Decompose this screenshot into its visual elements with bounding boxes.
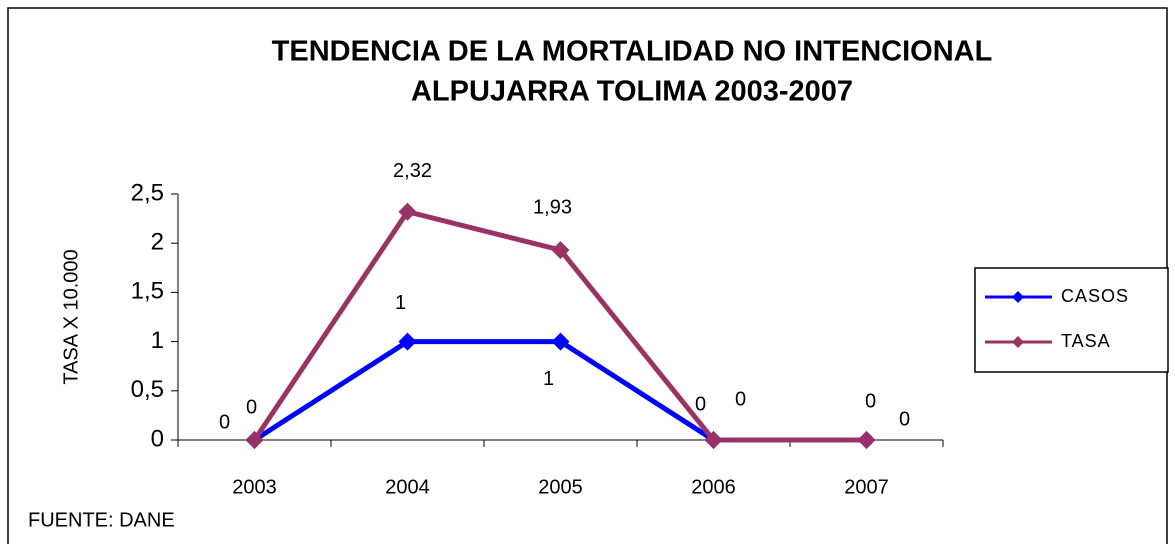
chart-frame	[7, 7, 1168, 544]
chart-title: TENDENCIA DE LA MORTALIDAD NO INTENCIONA…	[272, 36, 993, 68]
y-tick-label: 0	[151, 425, 164, 452]
x-tick-label: 2007	[844, 476, 889, 498]
data-label: 0	[219, 411, 230, 433]
data-label: 0	[865, 390, 876, 412]
marker	[551, 332, 570, 351]
y-axis-label: TASA X 10.000	[60, 249, 82, 384]
data-label: 1,93	[533, 196, 572, 218]
legend-marker	[1012, 336, 1024, 348]
x-tick-label: 2004	[385, 476, 430, 498]
marker	[398, 332, 417, 351]
legend-label: CASOS	[1061, 286, 1129, 306]
data-label: 0	[735, 388, 746, 410]
marker	[551, 241, 570, 260]
marker	[398, 202, 417, 221]
data-label: 0	[899, 408, 910, 430]
y-tick-label: 2,5	[131, 179, 164, 206]
y-tick-label: 1	[151, 327, 164, 354]
x-tick-label: 2003	[232, 476, 277, 498]
x-tick-label: 2005	[538, 476, 583, 498]
x-tick-label: 2006	[691, 476, 736, 498]
legend-label: TASA	[1061, 331, 1111, 351]
data-label: 0	[695, 393, 706, 415]
y-tick-label: 0,5	[131, 376, 164, 403]
data-label: 0	[246, 396, 257, 418]
y-tick-label: 2	[151, 229, 164, 256]
legend-marker	[1012, 291, 1024, 303]
marker	[245, 431, 264, 449]
data-label: 2,32	[393, 160, 432, 182]
chart-subtitle: ALPUJARRA TOLIMA 2003-2007	[411, 76, 853, 108]
marker	[704, 431, 723, 449]
y-tick-label: 1,5	[131, 278, 164, 305]
data-label: 1	[395, 292, 406, 314]
legend-box	[974, 267, 1169, 373]
source-note: FUENTE: DANE	[28, 509, 175, 531]
data-label: 1	[543, 368, 554, 390]
marker	[857, 431, 876, 449]
